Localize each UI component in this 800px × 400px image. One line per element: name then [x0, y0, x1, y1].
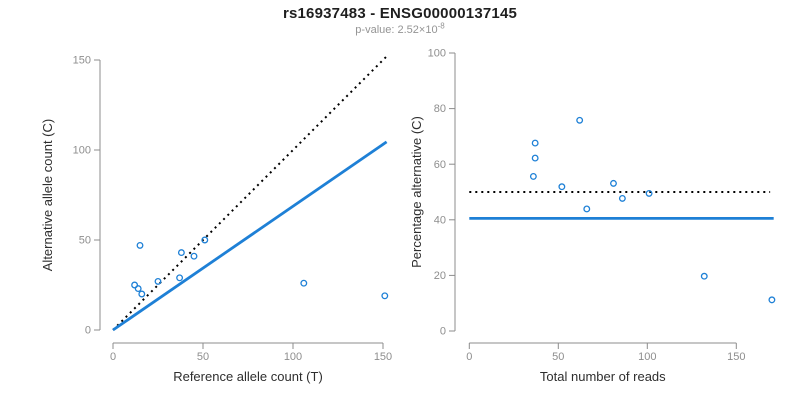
y-tick-label: 100	[428, 48, 446, 60]
data-point	[190, 252, 198, 260]
y-tick-label: 100	[73, 145, 91, 157]
figure-subtitle: p-value: 2.52×10-8	[0, 21, 800, 36]
x-tick-label: 0	[110, 351, 116, 363]
x-tick-label: 100	[638, 351, 656, 363]
data-point	[176, 274, 184, 282]
data-point	[381, 292, 389, 300]
y-tick-label: 20	[434, 270, 446, 282]
y-axis-label: Percentage alternative (C)	[409, 116, 424, 268]
p-value-label: p-value: 2.52×10	[355, 24, 438, 36]
data-point	[768, 296, 776, 304]
p-value-exponent: -8	[437, 21, 445, 31]
data-point	[177, 249, 185, 257]
data-point	[138, 290, 146, 298]
y-tick-label: 80	[434, 103, 446, 115]
x-tick-label: 50	[197, 351, 209, 363]
data-point	[700, 272, 708, 280]
y-tick-label: 50	[79, 235, 91, 247]
y-tick-label: 0	[85, 325, 91, 337]
data-point	[531, 139, 539, 147]
x-tick-label: 150	[374, 351, 392, 363]
data-point	[201, 236, 209, 244]
figure-title: rs16937483 - ENSG00000137145	[282, 5, 518, 22]
y-tick-label: 0	[440, 326, 446, 338]
x-tick-label: 150	[727, 351, 745, 363]
y-tick-label: 60	[434, 159, 446, 171]
data-point	[529, 172, 537, 180]
data-point	[576, 116, 584, 124]
data-point	[136, 241, 144, 249]
y-tick-label: 150	[73, 55, 91, 67]
data-point	[154, 277, 162, 285]
y-tick-label: 40	[434, 214, 446, 226]
regression-line	[112, 140, 388, 332]
data-point	[531, 154, 539, 162]
data-point	[134, 285, 142, 293]
identity-line	[112, 55, 388, 331]
data-point	[558, 183, 566, 191]
x-tick-label: 50	[552, 351, 564, 363]
x-tick-label: 0	[466, 351, 472, 363]
data-point	[131, 281, 139, 289]
y-axis-label: Alternative allele count (C)	[40, 119, 55, 271]
x-tick-label: 100	[284, 351, 302, 363]
x-axis-label: Total number of reads	[540, 369, 666, 384]
data-point	[300, 279, 308, 287]
data-point	[583, 205, 591, 213]
x-axis-label: Reference allele count (T)	[173, 369, 323, 384]
data-point	[610, 179, 617, 187]
data-point	[618, 194, 626, 202]
data-point	[645, 189, 653, 197]
